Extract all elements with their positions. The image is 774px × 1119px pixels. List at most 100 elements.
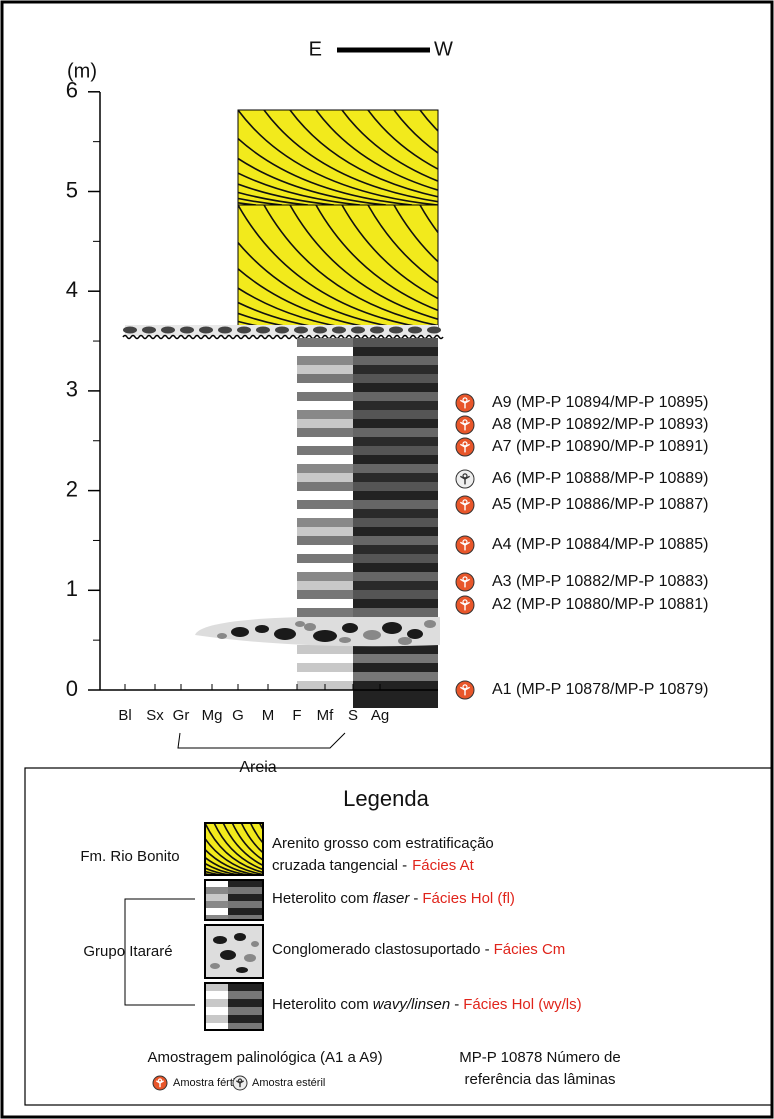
legend-dash: -: [413, 890, 418, 907]
stripe: [353, 581, 438, 590]
pebble: [332, 326, 346, 334]
stripe: [228, 908, 263, 915]
cross-bed: [238, 172, 361, 205]
cross-bed: [289, 110, 438, 198]
swatch-border: [204, 879, 264, 921]
sample-label: A4 (MP-P 10884/MP-P 10885): [492, 536, 708, 553]
stripe: [353, 428, 438, 437]
pebble: [424, 620, 436, 628]
icon-stroke: [459, 578, 466, 583]
stripe: [353, 374, 438, 383]
stripe: [205, 991, 228, 999]
legend-text-part: Heterolito com: [272, 890, 369, 907]
stripe: [297, 654, 353, 663]
sample-label: A5 (MP-P 10886/MP-P 10887): [492, 496, 708, 513]
pebble: [313, 630, 337, 642]
base-layer: [353, 690, 438, 708]
pebble: [161, 326, 175, 334]
pebble: [218, 326, 232, 334]
stripe: [205, 1023, 228, 1030]
pebble: [351, 326, 365, 334]
icon-dot: [462, 684, 468, 690]
cross-bed: [238, 312, 309, 330]
stripe: [297, 455, 353, 464]
stripe: [353, 527, 438, 536]
stripe: [297, 663, 353, 672]
stripe: [353, 401, 438, 410]
stripe: [353, 473, 438, 482]
stripe: [297, 473, 353, 482]
x-tick-label: F: [292, 707, 301, 724]
icon-dot: [462, 397, 468, 403]
cross-bed: [472, 110, 672, 205]
stripe: [353, 590, 438, 599]
icon-stroke: [239, 1080, 244, 1084]
stripe: [353, 383, 438, 392]
cross-bed: [238, 191, 309, 205]
cross-bed: [238, 287, 361, 330]
cross-bed: [30, 110, 230, 205]
cross-bed: [249, 823, 263, 845]
sterile-icon: [455, 469, 475, 489]
cross-bed: [240, 823, 263, 854]
cross-bed: [238, 202, 257, 205]
icon-stroke: [464, 443, 471, 448]
stripe: [297, 392, 353, 401]
cross-bed: [446, 205, 646, 330]
sample-label: A1 (MP-P 10878/MP-P 10879): [492, 681, 708, 698]
legend-italic: wavy/linsen: [373, 996, 451, 1013]
erosive-surface: [122, 334, 444, 340]
cross-bed: [205, 867, 230, 875]
stripe: [297, 536, 353, 545]
reference-label: referência das lâminas: [465, 1071, 616, 1088]
stripe: [228, 999, 263, 1007]
stripe: [353, 437, 438, 446]
fertile-icon: [455, 393, 475, 413]
cross-bed: [238, 326, 257, 330]
stripe: [353, 392, 438, 401]
stripe: [353, 446, 438, 455]
fertile-icon: [455, 595, 475, 615]
sample-label: A9 (MP-P 10894/MP-P 10895): [492, 394, 708, 411]
stripe: [297, 428, 353, 437]
x-tick-label: M: [262, 707, 275, 724]
y-tick-label: 2: [66, 476, 78, 501]
cross-bed: [238, 137, 413, 205]
swatch-border: [204, 822, 264, 876]
stripe: [353, 455, 438, 464]
pebble: [304, 623, 316, 631]
icon-stroke: [156, 1080, 161, 1084]
stripe: [205, 887, 228, 894]
icon-stroke: [464, 541, 471, 546]
stripe: [228, 1007, 263, 1015]
icon-stroke: [464, 475, 471, 480]
pebble: [213, 936, 227, 944]
fertile-label: Amostra fértil: [173, 1077, 238, 1089]
icon-stroke: [464, 601, 471, 606]
legend-swatches: [204, 822, 264, 1031]
pebble: [339, 637, 351, 643]
icon-stroke: [459, 501, 466, 506]
legend-text-part: Conglomerado clastosuportado -: [272, 941, 490, 958]
stripe: [297, 572, 353, 581]
stripe: [205, 1007, 228, 1015]
legend-dash: -: [454, 996, 459, 1013]
cross-bed: [524, 110, 724, 205]
stripe: [353, 545, 438, 554]
pebble: [427, 326, 441, 334]
stripe: [353, 599, 438, 608]
stripe: [297, 446, 353, 455]
legend-text: cruzada tangencial - Fácies At: [272, 857, 475, 874]
facies-label: Fácies Hol (fl): [422, 890, 515, 907]
fertile-icon: [455, 437, 475, 457]
pebble: [363, 630, 381, 640]
icon-dot: [462, 419, 468, 425]
cross-bed: [205, 870, 221, 875]
legend-text: Heterolito com wavy/linsen - Fácies Hol (wy…: [272, 996, 582, 1013]
stripe: [353, 563, 438, 572]
stripe: [205, 983, 228, 991]
cross-bed: [263, 110, 438, 203]
stripe: [297, 482, 353, 491]
